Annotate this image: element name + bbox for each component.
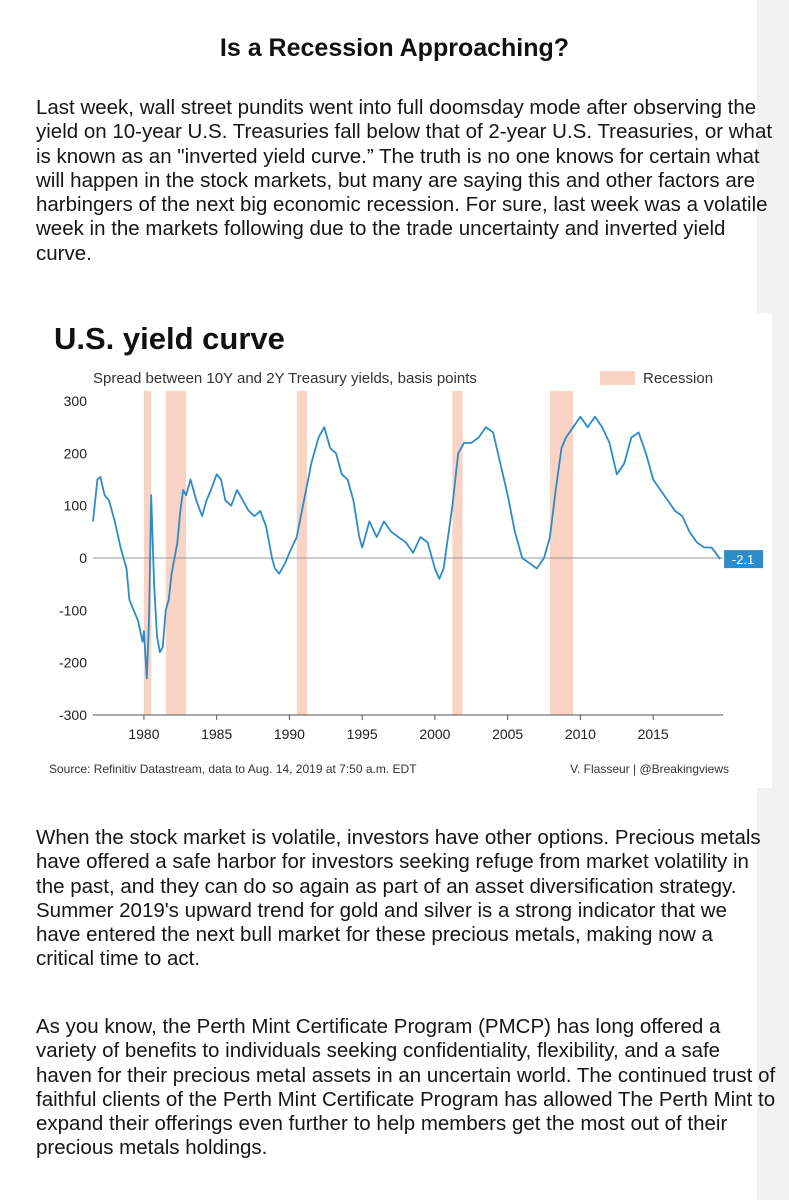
chart-credit: V. Flasseur | @Breakingviews bbox=[570, 762, 729, 776]
chart-source: Source: Refinitiv Datastream, data to Au… bbox=[49, 762, 417, 776]
chart-svg: U.S. yield curve Spread between 10Y and … bbox=[49, 321, 764, 776]
y-tick-label-200: 200 bbox=[64, 445, 88, 461]
legend-swatch-recession bbox=[600, 371, 635, 385]
x-tick-label-1980: 1980 bbox=[128, 726, 159, 742]
y-tick-label--100: -100 bbox=[59, 602, 87, 618]
series-line bbox=[92, 415, 721, 680]
last-value-badge: -2.1 bbox=[724, 550, 764, 569]
x-tick-label-2015: 2015 bbox=[638, 726, 669, 742]
legend-label-recession: Recession bbox=[643, 370, 713, 387]
recession-band-5 bbox=[549, 391, 574, 715]
recession-band-3 bbox=[296, 391, 307, 715]
x-tick-label-2000: 2000 bbox=[419, 726, 450, 742]
y-tick-label-100: 100 bbox=[64, 498, 88, 514]
x-tick-label-1990: 1990 bbox=[274, 726, 305, 742]
chart-title: U.S. yield curve bbox=[54, 321, 285, 356]
yield-curve-chart: U.S. yield curve Spread between 10Y and … bbox=[37, 313, 772, 788]
y-tick-label-0: 0 bbox=[79, 550, 87, 566]
y-tick-label-300: 300 bbox=[64, 393, 88, 409]
y-tick-label--300: -300 bbox=[59, 707, 87, 723]
chart-subtitle: Spread between 10Y and 2Y Treasury yield… bbox=[93, 370, 477, 387]
headline: Is a Recession Approaching? bbox=[219, 34, 570, 62]
paragraph-metals: When the stock market is volatile, inves… bbox=[36, 826, 761, 971]
last-value-label: -2.1 bbox=[732, 552, 754, 567]
x-tick-label-1995: 1995 bbox=[347, 726, 378, 742]
recession-band-1 bbox=[143, 391, 152, 715]
y-tick-label--200: -200 bbox=[59, 655, 87, 671]
paragraph-intro: Last week, wall street pundits went into… bbox=[36, 96, 773, 265]
x-tick-label-2005: 2005 bbox=[492, 726, 523, 742]
recession-band-4 bbox=[452, 391, 463, 715]
x-tick-label-2010: 2010 bbox=[565, 726, 596, 742]
paragraph-pmcp: As you know, the Perth Mint Certificate … bbox=[36, 1015, 776, 1160]
x-tick-label-1985: 1985 bbox=[201, 726, 232, 742]
